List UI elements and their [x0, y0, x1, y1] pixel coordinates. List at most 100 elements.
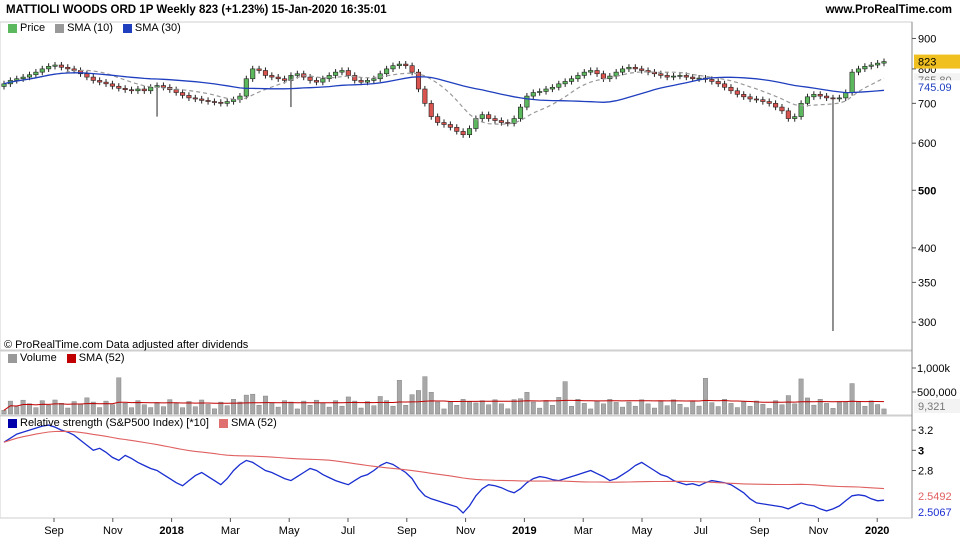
candle-body: [677, 75, 683, 77]
volume-bar: [703, 378, 708, 415]
y-tick-label: 350: [918, 277, 936, 289]
candle: [753, 95, 759, 103]
candle: [543, 85, 549, 95]
candle: [160, 82, 166, 91]
volume-bar: [473, 402, 479, 415]
candle-body: [231, 99, 237, 102]
candle-body: [715, 81, 721, 85]
candle: [205, 97, 211, 105]
candle: [569, 75, 575, 85]
candle-body: [371, 78, 377, 81]
last-price-label-box: [914, 54, 960, 69]
volume-bar: [779, 404, 785, 415]
candle-body: [422, 88, 428, 104]
volume-bar: [135, 400, 141, 415]
candle-body: [447, 124, 453, 128]
volume-bar: [333, 400, 339, 415]
volume-bar: [562, 381, 568, 415]
candle-body: [275, 76, 281, 80]
x-tick-label: Nov: [809, 525, 829, 537]
volume-bar: [326, 406, 332, 415]
candle: [517, 104, 524, 122]
candle: [486, 111, 492, 122]
candle: [734, 87, 740, 98]
candle-body: [84, 73, 90, 78]
volume-bar: [856, 401, 861, 415]
x-tick-label: Mar: [221, 525, 240, 537]
volume-bar: [626, 401, 632, 415]
candle-body: [396, 63, 402, 66]
candle-body: [33, 71, 39, 76]
volume-bar: [27, 403, 32, 415]
candle: [492, 115, 498, 124]
volume-last-label-box: [914, 399, 960, 413]
candle-body: [205, 100, 211, 102]
candle-body: [600, 73, 606, 80]
candle-body: [798, 103, 804, 117]
volume-bar: [320, 402, 326, 415]
volume-bar: [52, 399, 58, 415]
volume-bar: [543, 400, 549, 415]
volume-bar: [798, 378, 804, 415]
last-price-label: 823: [918, 57, 936, 69]
candle: [664, 72, 670, 81]
volume-bar: [180, 407, 185, 415]
candle-body: [588, 70, 594, 73]
source-link[interactable]: www.ProRealTime.com: [825, 4, 952, 16]
volume-bar: [384, 400, 390, 415]
candle: [46, 63, 52, 73]
volume-bar: [192, 406, 198, 415]
volume-bar: [754, 400, 759, 415]
candle-body: [460, 131, 466, 136]
candle-body: [211, 101, 217, 103]
candle: [65, 64, 71, 73]
candle-body: [709, 79, 715, 82]
volume-bar: [581, 403, 587, 415]
candle: [881, 58, 887, 67]
volume-bar: [263, 395, 268, 415]
candle-body: [243, 78, 249, 97]
legend-swatch: [8, 23, 17, 33]
volume-bar: [314, 399, 319, 415]
candle-body: [728, 86, 734, 92]
volume-bar: [569, 406, 574, 415]
volume-bar: [403, 405, 409, 415]
volume-bar: [141, 404, 147, 415]
volume-bar: [645, 403, 651, 415]
candle: [466, 125, 473, 138]
price-candles: [1, 58, 887, 331]
candle-body: [403, 63, 409, 66]
rs-value-label: 2.5067: [918, 507, 952, 519]
volume-bar: [71, 401, 77, 415]
volume-bar: [358, 407, 364, 415]
candle-body: [639, 68, 645, 71]
volume-bar: [766, 408, 772, 415]
volume-bar: [173, 403, 179, 415]
candle-body: [498, 120, 504, 123]
volume-bar: [881, 408, 887, 415]
candle-body: [250, 68, 256, 80]
candle: [415, 69, 422, 93]
volume-bar: [65, 407, 71, 415]
candle: [58, 61, 64, 71]
candle-body: [626, 66, 632, 70]
candle-body: [148, 86, 154, 92]
candle: [84, 70, 90, 81]
candle: [785, 107, 791, 122]
legend-swatch: [55, 23, 65, 33]
candle: [199, 95, 205, 104]
candle-body: [505, 122, 511, 124]
candle: [594, 67, 600, 77]
candle-body: [358, 80, 364, 83]
candle: [562, 78, 568, 87]
volume-bar: [600, 403, 606, 415]
y-tick-label: 700: [918, 98, 936, 110]
candle: [875, 60, 881, 69]
rs-sma-value-label-box: [914, 488, 960, 503]
candle-body: [364, 80, 371, 83]
volume-bar: [671, 399, 676, 415]
volume-bar: [390, 405, 396, 415]
volume-bar: [868, 400, 874, 415]
volume-bar: [122, 403, 128, 415]
